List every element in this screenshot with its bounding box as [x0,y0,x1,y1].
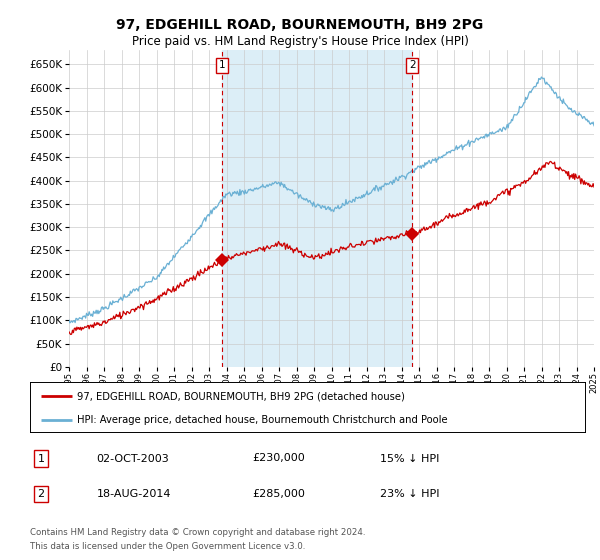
Text: This data is licensed under the Open Government Licence v3.0.: This data is licensed under the Open Gov… [30,542,305,550]
Text: 1: 1 [38,454,44,464]
Text: 2: 2 [38,489,44,499]
Text: 23% ↓ HPI: 23% ↓ HPI [380,489,439,499]
Text: 1: 1 [219,60,226,71]
Text: 02-OCT-2003: 02-OCT-2003 [97,454,169,464]
Text: 15% ↓ HPI: 15% ↓ HPI [380,454,439,464]
Text: £230,000: £230,000 [252,454,305,464]
Text: £285,000: £285,000 [252,489,305,499]
Text: Price paid vs. HM Land Registry's House Price Index (HPI): Price paid vs. HM Land Registry's House … [131,35,469,48]
Text: 18-AUG-2014: 18-AUG-2014 [97,489,171,499]
Text: 97, EDGEHILL ROAD, BOURNEMOUTH, BH9 2PG: 97, EDGEHILL ROAD, BOURNEMOUTH, BH9 2PG [116,18,484,32]
Text: 97, EDGEHILL ROAD, BOURNEMOUTH, BH9 2PG (detached house): 97, EDGEHILL ROAD, BOURNEMOUTH, BH9 2PG … [77,391,405,401]
Text: HPI: Average price, detached house, Bournemouth Christchurch and Poole: HPI: Average price, detached house, Bour… [77,415,448,424]
Text: 2: 2 [409,60,416,71]
Text: Contains HM Land Registry data © Crown copyright and database right 2024.: Contains HM Land Registry data © Crown c… [30,528,365,537]
Bar [222,50,412,367]
